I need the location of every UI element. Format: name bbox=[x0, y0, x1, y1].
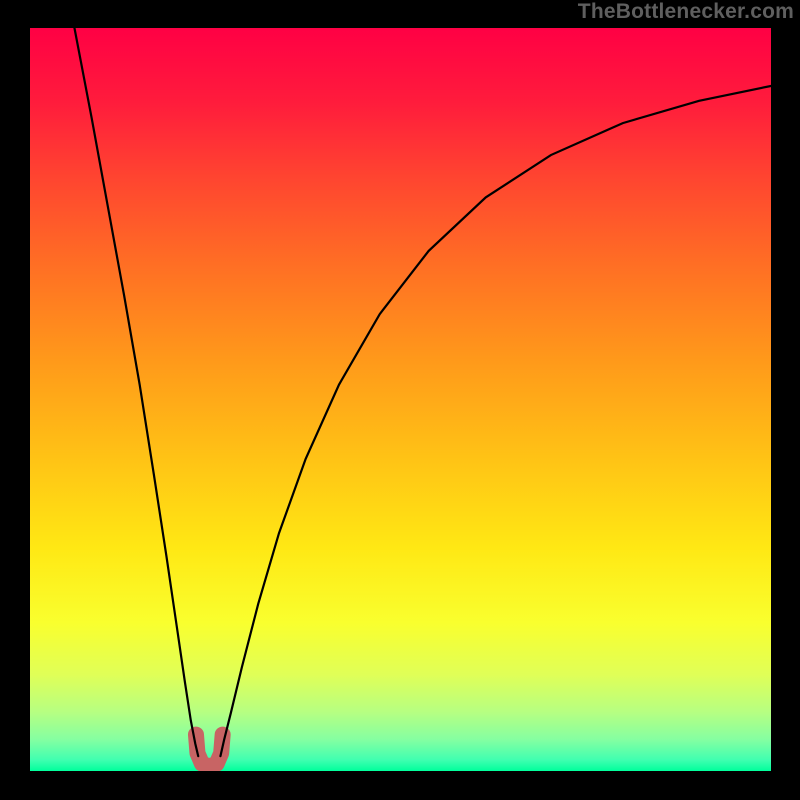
descending-curve bbox=[74, 28, 198, 756]
bottleneck-dip-marker bbox=[196, 735, 223, 767]
ascending-curve bbox=[220, 86, 771, 756]
bottleneck-chart: TheBottlenecker.com bbox=[0, 0, 800, 800]
bottleneck-curves bbox=[30, 28, 771, 771]
watermark-text: TheBottlenecker.com bbox=[578, 0, 794, 24]
plot-area bbox=[0, 0, 800, 800]
